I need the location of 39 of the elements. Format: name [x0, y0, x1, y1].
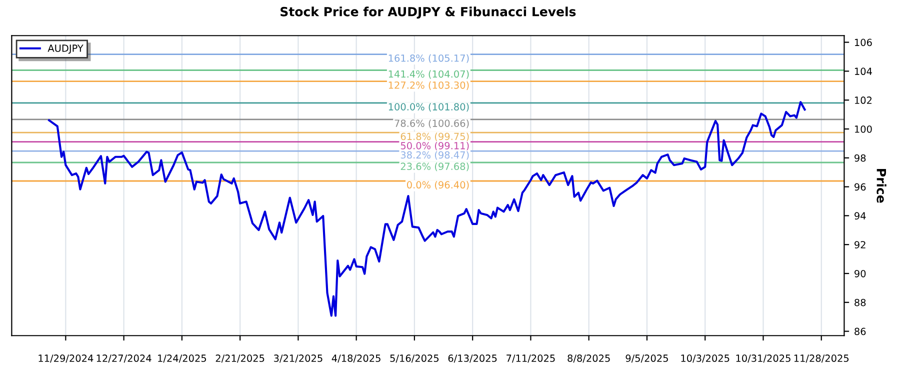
x-tick-label: 3/21/2025: [274, 354, 322, 363]
x-tick-label: 2/21/2025: [216, 354, 264, 363]
ref-line-label: 61.8% (99.75): [400, 132, 469, 142]
ref-line-label: 23.6% (97.68): [400, 162, 469, 172]
x-tick-label: 11/28/2025: [794, 354, 849, 363]
ref-line-label: 78.6% (100.66): [394, 119, 469, 128]
x-tick-label: 8/8/2025: [568, 354, 610, 363]
y-tick-label: 90: [854, 270, 866, 278]
y-tick-label: 100: [854, 125, 872, 133]
y-tick-label: 86: [854, 328, 866, 336]
x-tick-label: 6/13/2025: [448, 354, 497, 363]
legend-label: AUDJPY: [48, 44, 84, 54]
y-tick-label: 102: [854, 96, 872, 104]
ref-line-label: 50.0% (99.11): [400, 142, 469, 151]
ref-line-label: 127.2% (103.30): [388, 81, 469, 90]
x-tick-label: 7/11/2025: [506, 354, 555, 363]
y-tick-label: 96: [854, 183, 866, 191]
y-tick-label: 98: [854, 154, 866, 162]
x-tick-label: 4/18/2025: [332, 354, 380, 363]
y-tick-label: 88: [854, 298, 866, 306]
line-series: [48, 101, 806, 317]
y-tick-label: 104: [854, 68, 872, 76]
x-tick-label: 5/16/2025: [390, 354, 439, 363]
y-tick-label: 92: [854, 241, 866, 248]
y-axis-title: Price: [876, 169, 886, 203]
ref-line-label: 0.0% (96.40): [407, 181, 469, 190]
chart-title: Stock Price for AUDJPY & Fibunacci Levels: [280, 6, 576, 19]
ref-line-label: 100.0% (101.80): [388, 102, 469, 112]
ref-line-label: 38.2% (98.47): [400, 151, 469, 160]
x-tick-label: 12/27/2024: [96, 354, 152, 363]
y-tick-label: 106: [854, 38, 872, 46]
y-tick-label: 94: [854, 212, 866, 220]
x-tick-label: 10/3/2025: [681, 354, 730, 363]
x-tick-label: 10/31/2025: [736, 354, 790, 363]
ref-line-label: 161.8% (105.17): [388, 54, 469, 63]
ref-line-label: 141.4% (104.07): [388, 70, 469, 79]
x-tick-label: 9/5/2025: [626, 354, 668, 363]
x-tick-label: 11/29/2024: [38, 354, 94, 363]
x-tick-label: 1/24/2025: [158, 354, 206, 363]
